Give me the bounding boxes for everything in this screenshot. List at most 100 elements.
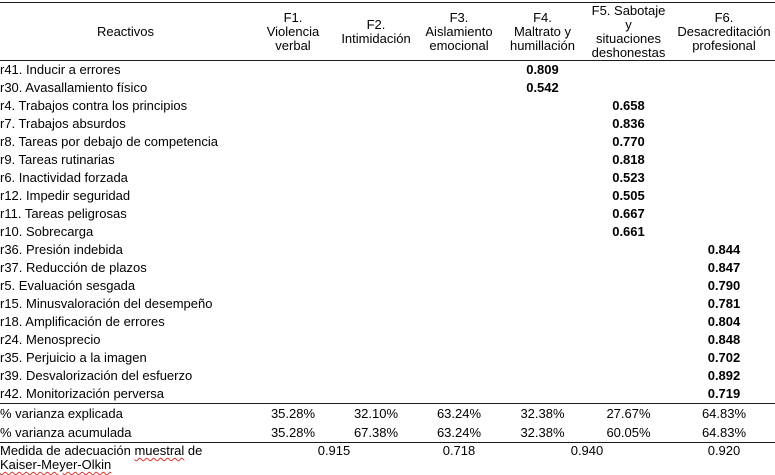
empty-cell	[673, 205, 775, 223]
empty-cell	[501, 385, 584, 404]
empty-cell	[417, 385, 501, 404]
item-label: r10. Sobrecarga	[0, 224, 94, 239]
empty-cell	[251, 151, 335, 169]
empty-cell	[584, 349, 673, 367]
loading-value: 0.719	[707, 386, 741, 401]
empty-cell	[501, 331, 584, 349]
table-footer: % varianza explicada 35.28% 32.10% 63.24…	[0, 403, 775, 475]
variance-explained-row: % varianza explicada 35.28% 32.10% 63.24…	[0, 403, 775, 423]
empty-cell	[251, 79, 335, 97]
loading-value: 0.658	[612, 98, 645, 113]
variance-cumulative-value-f6: 64.83%	[701, 425, 747, 440]
empty-cell	[417, 331, 501, 349]
empty-cell	[673, 223, 775, 241]
item-label: r35. Perjuicio a la imagen	[0, 350, 147, 365]
item-label: r37. Reducción de plazos	[0, 260, 147, 275]
empty-cell	[673, 61, 775, 80]
kmo-value-f6: 0.920	[673, 442, 775, 475]
empty-cell	[335, 97, 417, 115]
header-factor-f1: F1. Violencia verbal	[251, 2, 335, 61]
empty-cell	[251, 349, 335, 367]
empty-cell	[501, 133, 584, 151]
item-row: r9. Tareas rutinarias 0.818	[0, 151, 775, 169]
empty-cell	[417, 205, 501, 223]
item-label: r7. Trabajos absurdos	[0, 116, 126, 131]
kmo-value-f1-f2: 0.915	[251, 442, 417, 475]
item-row: r30. Avasallamiento físico 0.542	[0, 79, 775, 97]
variance-cumulative-label: % varianza acumulada	[0, 425, 132, 440]
empty-cell	[335, 223, 417, 241]
empty-cell	[251, 205, 335, 223]
empty-cell	[501, 241, 584, 259]
kmo-label: Medida de adecuación muestral de Kaiser-…	[0, 442, 251, 475]
kmo-label-text: Medida de adecuación	[0, 443, 135, 458]
empty-cell	[335, 313, 417, 331]
empty-cell	[335, 61, 417, 80]
empty-cell	[417, 313, 501, 331]
empty-cell	[251, 169, 335, 187]
empty-cell	[417, 115, 501, 133]
variance-explained-value-f2: 32.10%	[335, 403, 417, 423]
empty-cell	[501, 223, 584, 241]
empty-cell	[584, 79, 673, 97]
empty-cell	[251, 115, 335, 133]
empty-cell	[251, 133, 335, 151]
empty-cell	[251, 187, 335, 205]
loading-value: 0.848	[707, 332, 741, 347]
loading-value: 0.770	[612, 134, 645, 149]
loading-value: 0.844	[707, 242, 741, 257]
item-label: r6. Inactividad forzada	[0, 170, 128, 185]
empty-cell	[335, 151, 417, 169]
empty-cell	[673, 115, 775, 133]
loading-value: 0.836	[612, 116, 645, 131]
empty-cell	[335, 385, 417, 404]
variance-cumulative-value-f2: 67.38%	[353, 425, 399, 440]
empty-cell	[417, 61, 501, 80]
empty-cell	[584, 277, 673, 295]
empty-cell	[251, 331, 335, 349]
variance-cumulative-value-f1: 35.28%	[270, 425, 316, 440]
empty-cell	[251, 367, 335, 385]
empty-cell	[584, 385, 673, 404]
empty-cell	[501, 259, 584, 277]
table-body: r41. Inducir a errores 0.809 r30. Avasalla…	[0, 61, 775, 404]
item-label: r41. Inducir a errores	[0, 62, 121, 77]
empty-cell	[501, 277, 584, 295]
empty-cell	[417, 259, 501, 277]
empty-cell	[335, 187, 417, 205]
variance-cumulative-row: % varianza acumulada 35.28% 67.38% 63.24…	[0, 423, 775, 443]
empty-cell	[335, 349, 417, 367]
item-label: r12. Impedir seguridad	[0, 188, 131, 203]
variance-cumulative-value-f4: 32.38%	[520, 425, 565, 440]
empty-cell	[673, 97, 775, 115]
item-label: r11. Tareas peligrosas	[0, 206, 127, 221]
item-label: r42. Monitorización perversa	[0, 386, 165, 401]
variance-explained-value-f3: 63.24%	[417, 403, 501, 423]
empty-cell	[584, 259, 673, 277]
item-row: r8. Tareas por debajo de competencia 0.77…	[0, 133, 775, 151]
spellchecked-word: muestral	[134, 443, 185, 458]
empty-cell	[251, 277, 335, 295]
header-factor-f4: F4. Maltrato y humillación	[501, 2, 584, 61]
item-label: r36. Presión indebida	[0, 242, 123, 257]
loading-value: 0.661	[612, 224, 645, 239]
empty-cell	[335, 259, 417, 277]
empty-cell	[501, 97, 584, 115]
empty-cell	[417, 241, 501, 259]
kmo-row: Medida de adecuación muestral de Kaiser-…	[0, 442, 775, 475]
kmo-value-f3: 0.718	[417, 442, 501, 475]
empty-cell	[417, 187, 501, 205]
item-row: r42. Monitorización perversa 0.719	[0, 385, 775, 404]
empty-cell	[335, 79, 417, 97]
empty-cell	[501, 115, 584, 133]
empty-cell	[584, 241, 673, 259]
empty-cell	[584, 295, 673, 313]
header-factor-f2: F2. Intimidación	[335, 2, 417, 61]
empty-cell	[417, 79, 501, 97]
item-row: r4. Trabajos contra los principios 0.658	[0, 97, 775, 115]
variance-cumulative-value-f5: 60.05%	[606, 425, 651, 440]
item-row: r39. Desvalorización del esfuerzo 0.892	[0, 367, 775, 385]
item-row: r6. Inactividad forzada 0.523	[0, 169, 775, 187]
empty-cell	[251, 259, 335, 277]
